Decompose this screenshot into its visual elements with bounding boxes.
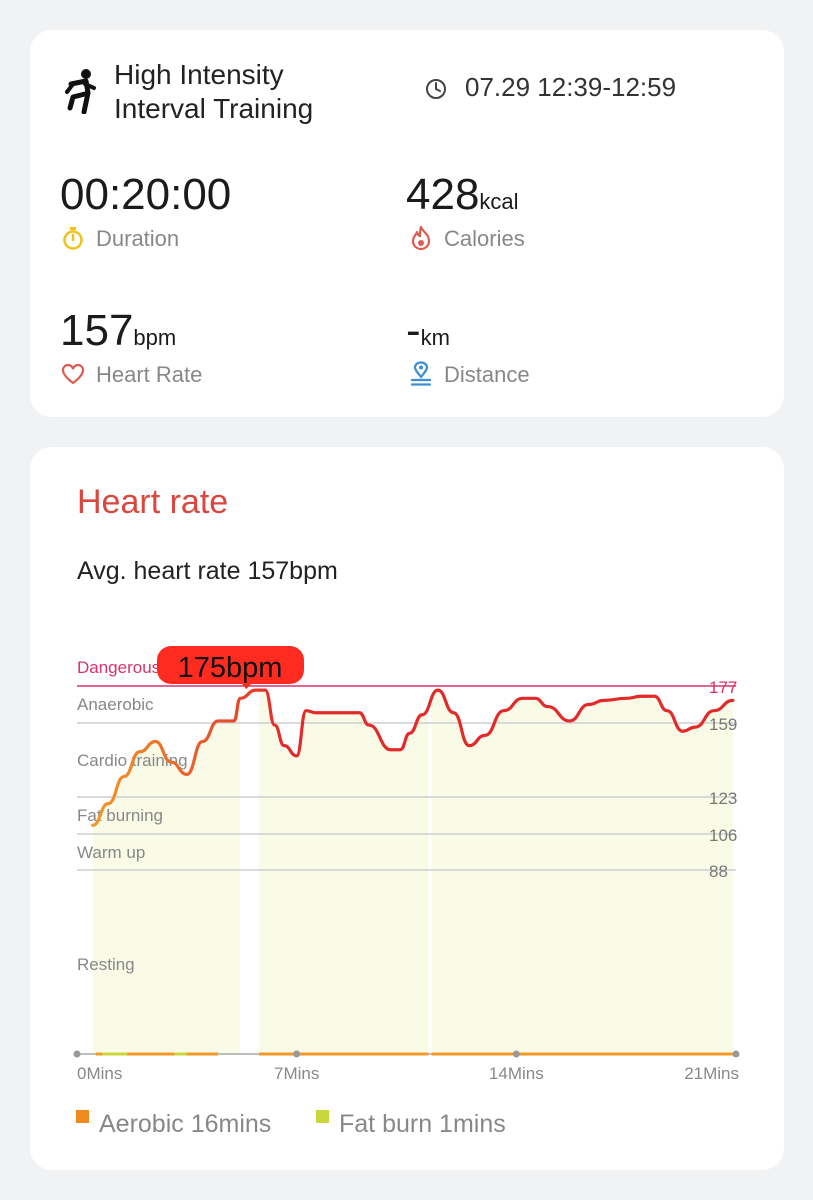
fill-gap-1: [428, 677, 432, 1054]
x-tick-label: 0Mins: [77, 1064, 122, 1083]
x-tick-dot: [732, 1050, 740, 1058]
duration-value: 00:20:00: [60, 170, 232, 219]
max-marker-label: 175bpm: [178, 652, 283, 684]
duration-label: Duration: [96, 226, 180, 251]
heart-rate-card: Heart rate Avg. heart rate 157bpm 177 159…: [30, 447, 784, 1170]
zone-label: Fat burning: [77, 806, 163, 825]
x-tick-label: 21Mins: [684, 1064, 739, 1083]
legend-aerobic-label: Aerobic 16mins: [99, 1110, 272, 1138]
heart-rate-value: 157bpm: [60, 306, 177, 355]
calories-unit: kcal: [479, 189, 519, 214]
location-pin-icon: [410, 361, 432, 386]
zone-label: Dangerous: [77, 658, 160, 677]
workout-title-line2: Interval Training: [114, 93, 314, 124]
heart-rate-line: [91, 688, 735, 827]
zone-label: Resting: [77, 955, 135, 974]
x-tick-label: 14Mins: [489, 1064, 544, 1083]
heart-rate-unit: bpm: [133, 325, 177, 350]
zone-label: Anaerobic: [77, 695, 154, 714]
x-tick-dot: [293, 1050, 301, 1058]
x-tick-dot: [73, 1050, 81, 1058]
y-tick-label: 177: [709, 678, 737, 697]
heart-rate-area: [92, 690, 733, 1054]
max-marker-bubble: [157, 646, 304, 684]
distance-value: -km: [406, 306, 450, 355]
y-tick-label: 106: [709, 826, 737, 845]
distance-label: Distance: [444, 362, 530, 387]
legend-fat-burn-label: Fat burn 1mins: [339, 1110, 506, 1138]
legend-aerobic-swatch: [76, 1110, 89, 1123]
avg-heart-rate-text: Avg. heart rate 157bpm: [77, 557, 338, 585]
workout-summary-card: High Intensity Interval Training 07.29 1…: [30, 30, 784, 417]
heart-rate-label: Heart Rate: [96, 362, 203, 387]
workout-title-line1: High Intensity: [114, 59, 284, 90]
y-tick-label: 88: [709, 862, 728, 881]
x-tick-label: 7Mins: [274, 1064, 319, 1083]
workout-time-range: 07.29 12:39-12:59: [465, 72, 677, 102]
workout-title: High Intensity Interval Training: [114, 58, 313, 126]
running-person-icon: [65, 69, 96, 114]
calories-label: Calories: [444, 226, 525, 251]
distance-unit: km: [420, 325, 450, 350]
x-tick-dot: [512, 1050, 520, 1058]
zone-label: Warm up: [77, 843, 145, 862]
y-tick-label: 159: [709, 715, 737, 734]
clock-icon: [426, 79, 446, 99]
stopwatch-icon: [63, 227, 83, 250]
legend-fat-burn-swatch: [316, 1110, 329, 1123]
flame-icon: [411, 226, 431, 250]
fill-gap-0: [240, 677, 260, 1054]
heart-icon: [61, 363, 85, 385]
heart-rate-title: Heart rate: [77, 483, 229, 521]
calories-value: 428kcal: [406, 170, 519, 219]
y-tick-label: 123: [709, 789, 737, 808]
